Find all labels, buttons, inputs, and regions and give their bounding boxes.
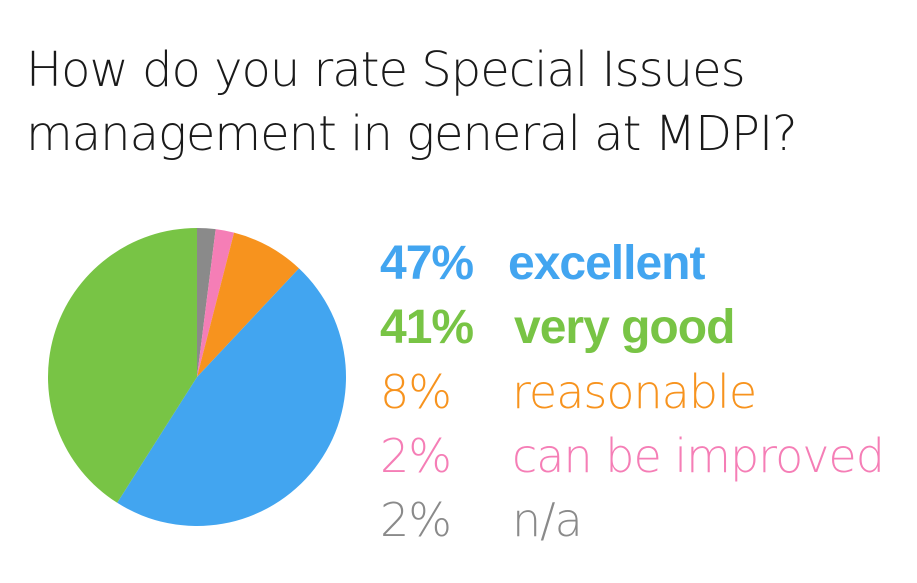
legend: 47% excellent 41% very good 8% reasonabl… xyxy=(380,232,910,552)
legend-item-very-good: 41% very good xyxy=(380,296,910,360)
legend-label-very-good: very good xyxy=(514,301,735,354)
legend-pct-reasonable: 8% xyxy=(380,365,452,419)
legend-item-excellent: 47% excellent xyxy=(380,232,910,296)
pie-slice-excellent xyxy=(117,268,346,526)
title-line-1: How do you rate Special Issues xyxy=(26,42,746,98)
legend-item-na: 2% n/a xyxy=(380,488,910,552)
legend-pct-na: 2% xyxy=(380,493,452,547)
pie-chart xyxy=(48,228,346,526)
legend-label-na: n/a xyxy=(512,493,583,547)
legend-label-reasonable: reasonable xyxy=(512,365,757,419)
pie-slice-reasonable xyxy=(197,232,299,377)
pie-slice-can-be-improved xyxy=(197,229,235,377)
legend-pct-can-be-improved: 2% xyxy=(380,429,452,483)
pie-slice-n-a xyxy=(197,228,216,377)
legend-item-can-be-improved: 2% can be improved xyxy=(380,424,910,488)
pie-slice-very-good xyxy=(48,228,197,503)
legend-pct-excellent: 47% xyxy=(380,237,474,290)
legend-label-excellent: excellent xyxy=(508,237,705,290)
legend-pct-very-good: 41% xyxy=(380,301,474,354)
legend-item-reasonable: 8% reasonable xyxy=(380,360,910,424)
title-line-2: management in general at MDPI? xyxy=(26,106,798,162)
chart-title: How do you rate Special Issues managemen… xyxy=(26,38,886,166)
legend-label-can-be-improved: can be improved xyxy=(512,429,885,483)
